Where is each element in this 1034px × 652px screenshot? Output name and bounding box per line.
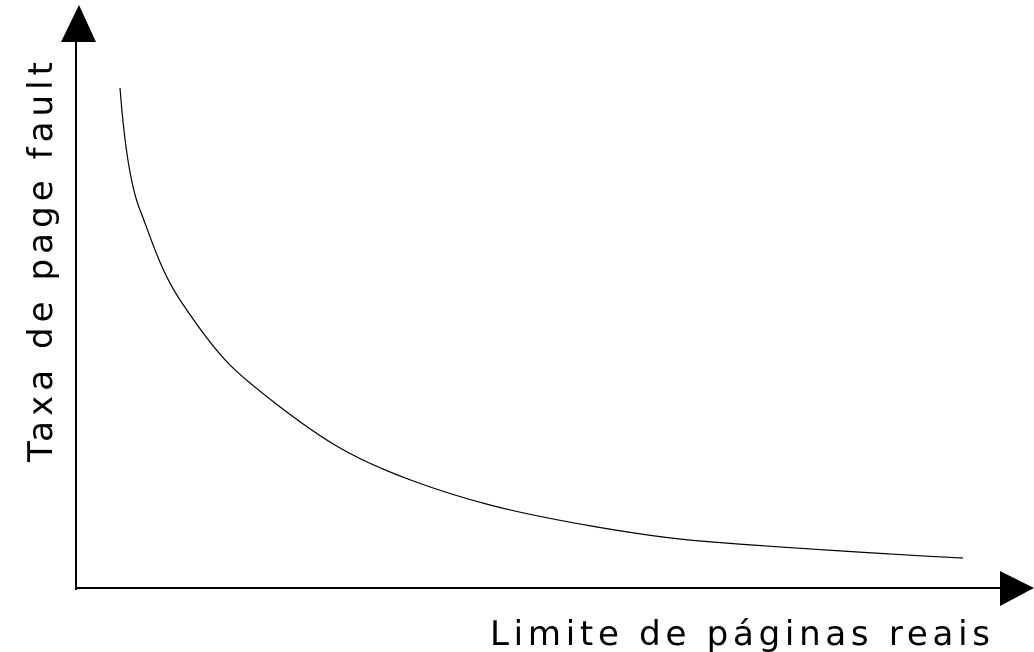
- curve: [119, 87, 964, 559]
- x-axis-label: Limite de páginas reais: [490, 614, 990, 652]
- y-axis-arrow: [61, 5, 96, 42]
- x-axis-arrow: [1000, 571, 1034, 606]
- y-axis-label: Taxa de page fault: [21, 62, 61, 463]
